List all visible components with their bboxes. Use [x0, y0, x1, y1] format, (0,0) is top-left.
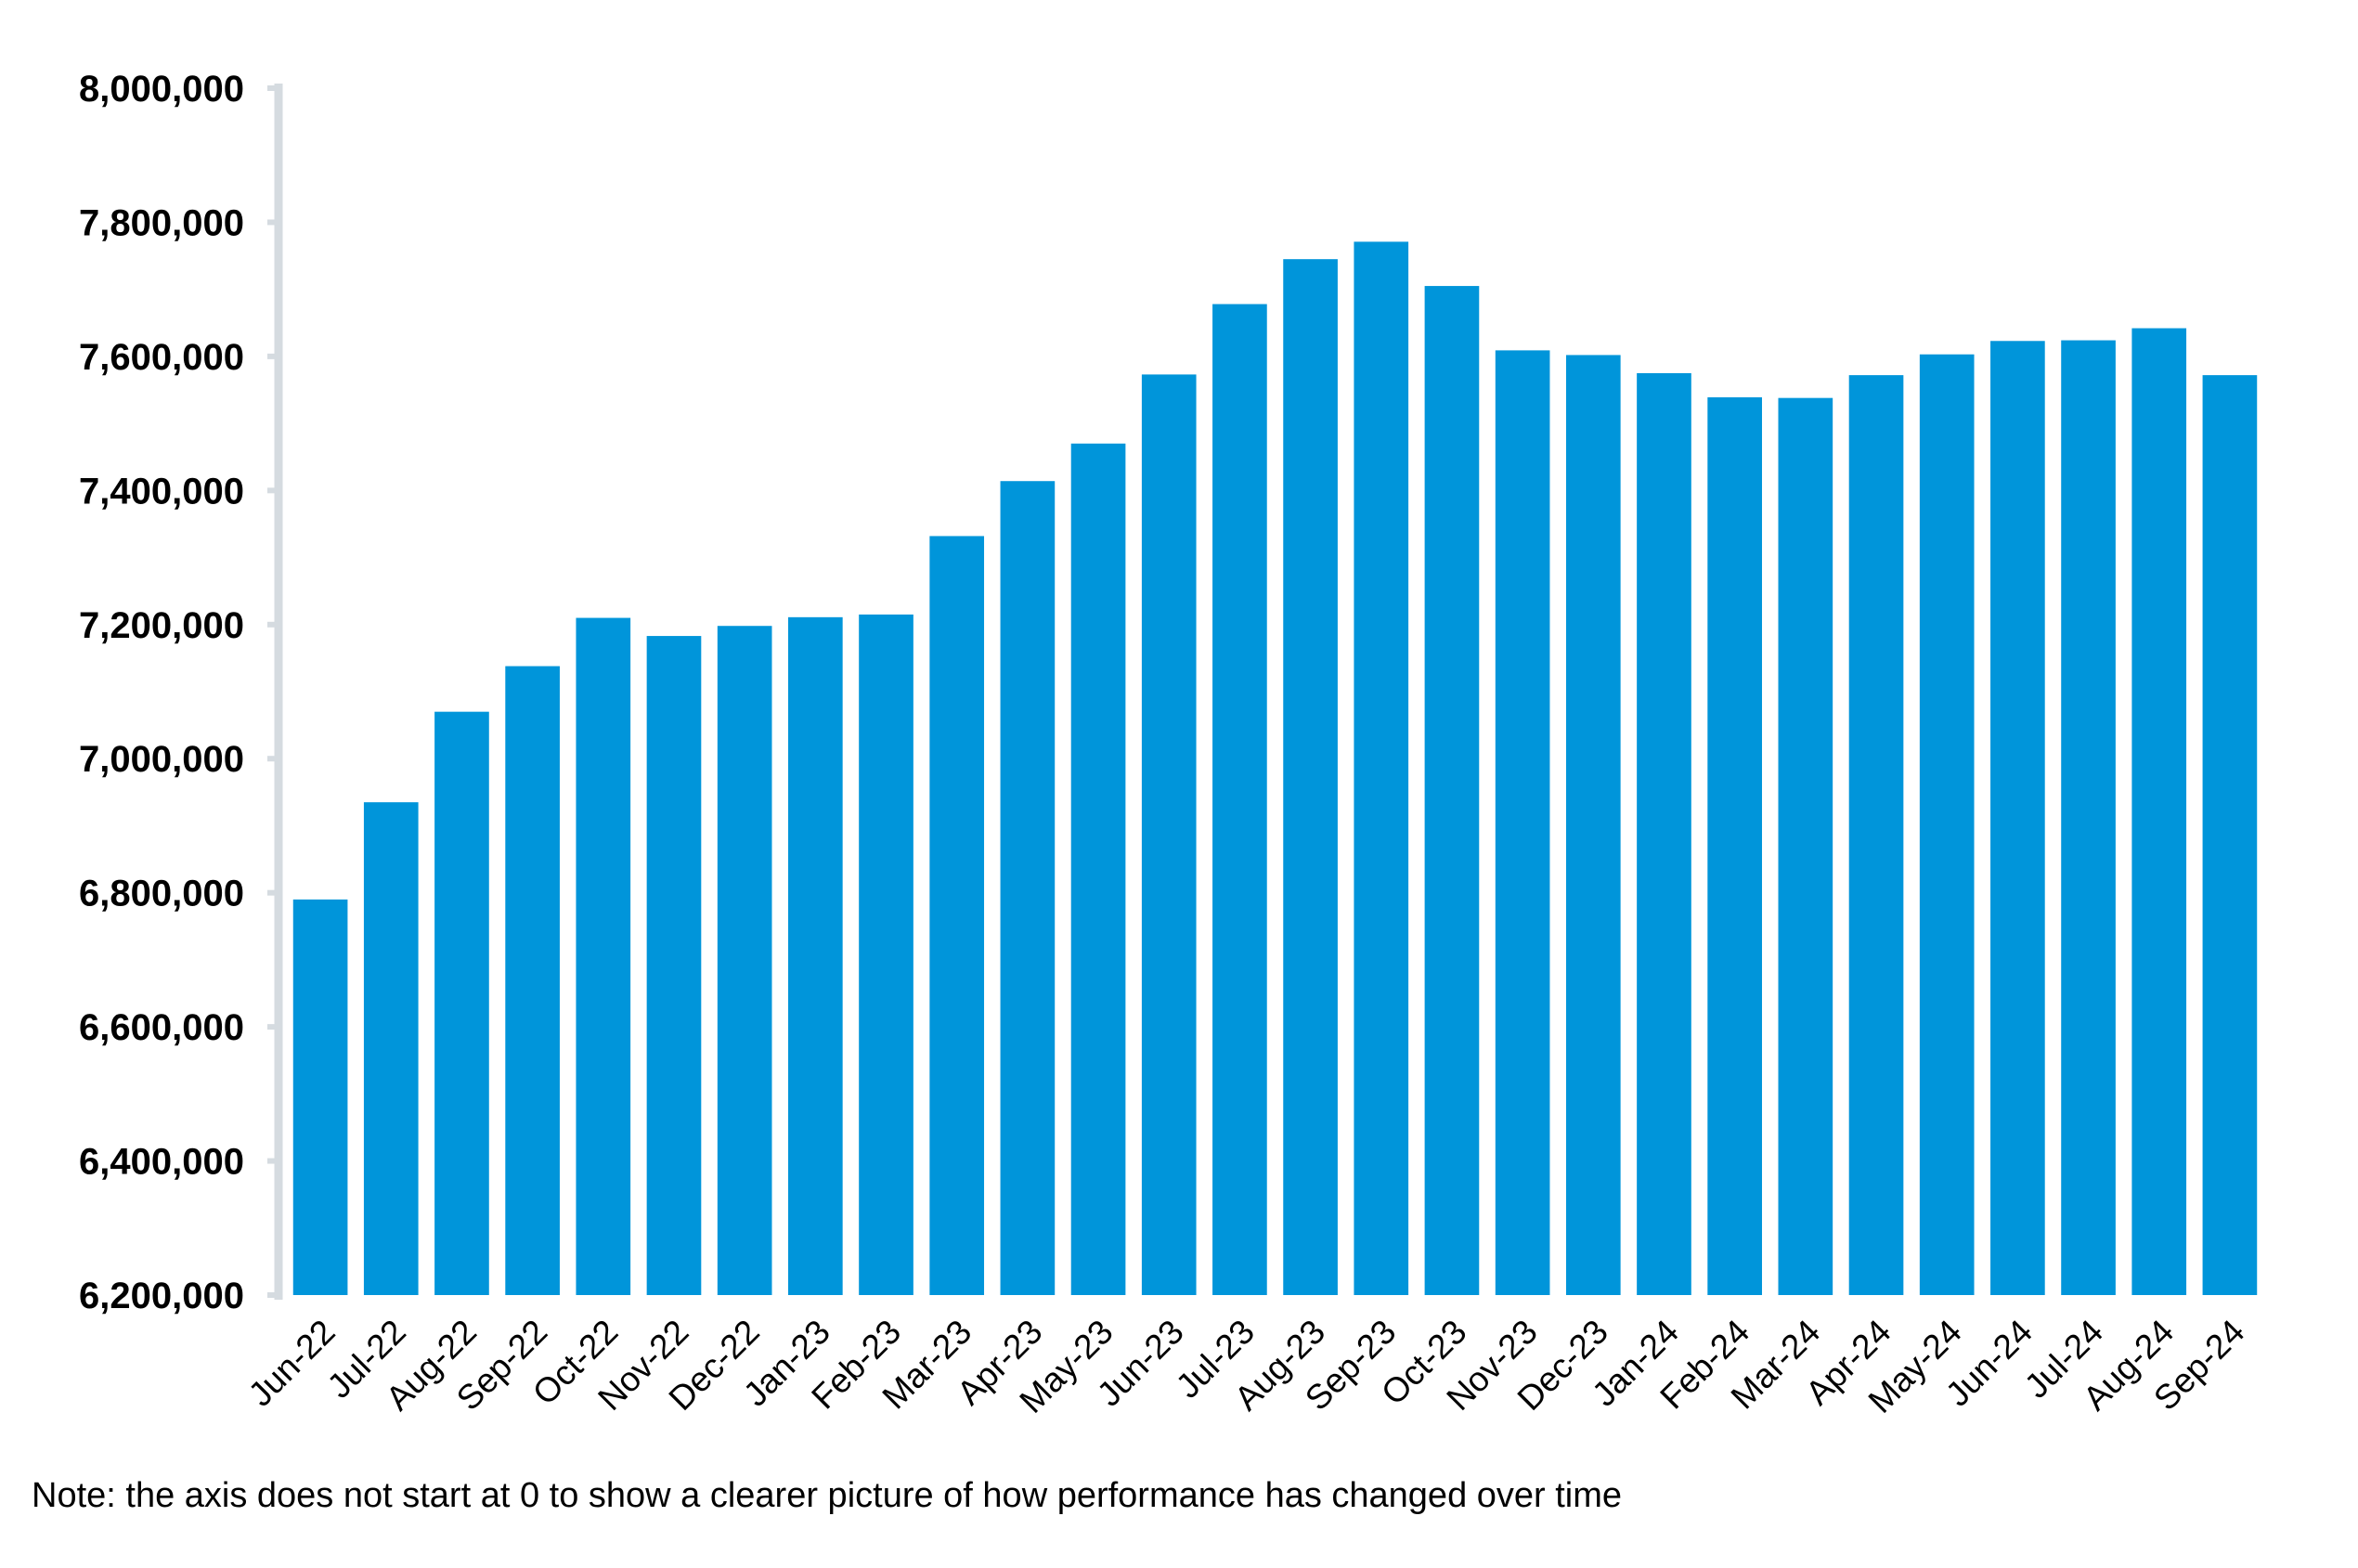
- bar-jul-24: [2061, 340, 2116, 1295]
- y-tick-label: 7,200,000: [79, 605, 244, 646]
- bar-sep-24: [2202, 375, 2258, 1295]
- bar-mar-23: [929, 536, 985, 1295]
- bar-dec-23: [1565, 355, 1621, 1295]
- bar-apr-23: [1000, 481, 1056, 1295]
- bars: [292, 241, 2258, 1296]
- y-axis: 6,200,000 6,400,000 6,600,000 6,800,000 7,00…: [79, 69, 283, 1316]
- y-tick-label: 6,800,000: [79, 874, 244, 914]
- y-tick-label: 7,000,000: [79, 739, 244, 780]
- bar-nov-23: [1495, 350, 1550, 1295]
- bar-feb-24: [1707, 396, 1762, 1295]
- y-tick-label: 6,200,000: [79, 1276, 244, 1316]
- bar-jul-23: [1212, 304, 1267, 1295]
- axis-note: Note: the axis does not start at 0 to sh…: [32, 1476, 1623, 1515]
- bar-jan-23: [788, 616, 843, 1295]
- y-tick-label: 6,600,000: [79, 1007, 244, 1048]
- bar-oct-23: [1424, 286, 1480, 1295]
- bar-apr-24: [1848, 375, 1904, 1295]
- bar-jun-22: [292, 899, 348, 1295]
- bar-aug-23: [1283, 259, 1338, 1295]
- bar-mar-24: [1778, 397, 1833, 1295]
- bar-jan-24: [1637, 372, 1691, 1295]
- y-tick-label: 7,800,000: [79, 202, 244, 243]
- bar-sep-22: [505, 666, 560, 1295]
- bar-dec-22: [717, 626, 772, 1295]
- bar-nov-22: [646, 636, 702, 1295]
- bar-feb-23: [859, 614, 913, 1295]
- bar-sep-23: [1354, 241, 1409, 1295]
- y-tick-label: 7,600,000: [79, 337, 244, 378]
- bar-aug-22: [434, 711, 489, 1295]
- bar-jul-22: [363, 802, 419, 1295]
- x-axis-labels: Jun-22Jul-22Aug-22Sep-22Oct-22Nov-22Dec-…: [241, 1313, 2252, 1420]
- bar-may-23: [1070, 443, 1126, 1295]
- x-tick-label: Jun-22: [241, 1313, 343, 1414]
- bar-jun-23: [1141, 374, 1197, 1295]
- y-tick-label: 8,000,000: [79, 69, 244, 110]
- bar-oct-22: [576, 617, 631, 1295]
- bar-jun-24: [1990, 341, 2045, 1295]
- bar-aug-24: [2131, 328, 2187, 1295]
- y-tick-label: 7,400,000: [79, 471, 244, 512]
- bar-may-24: [1919, 354, 1975, 1296]
- y-tick-label: 6,400,000: [79, 1142, 244, 1183]
